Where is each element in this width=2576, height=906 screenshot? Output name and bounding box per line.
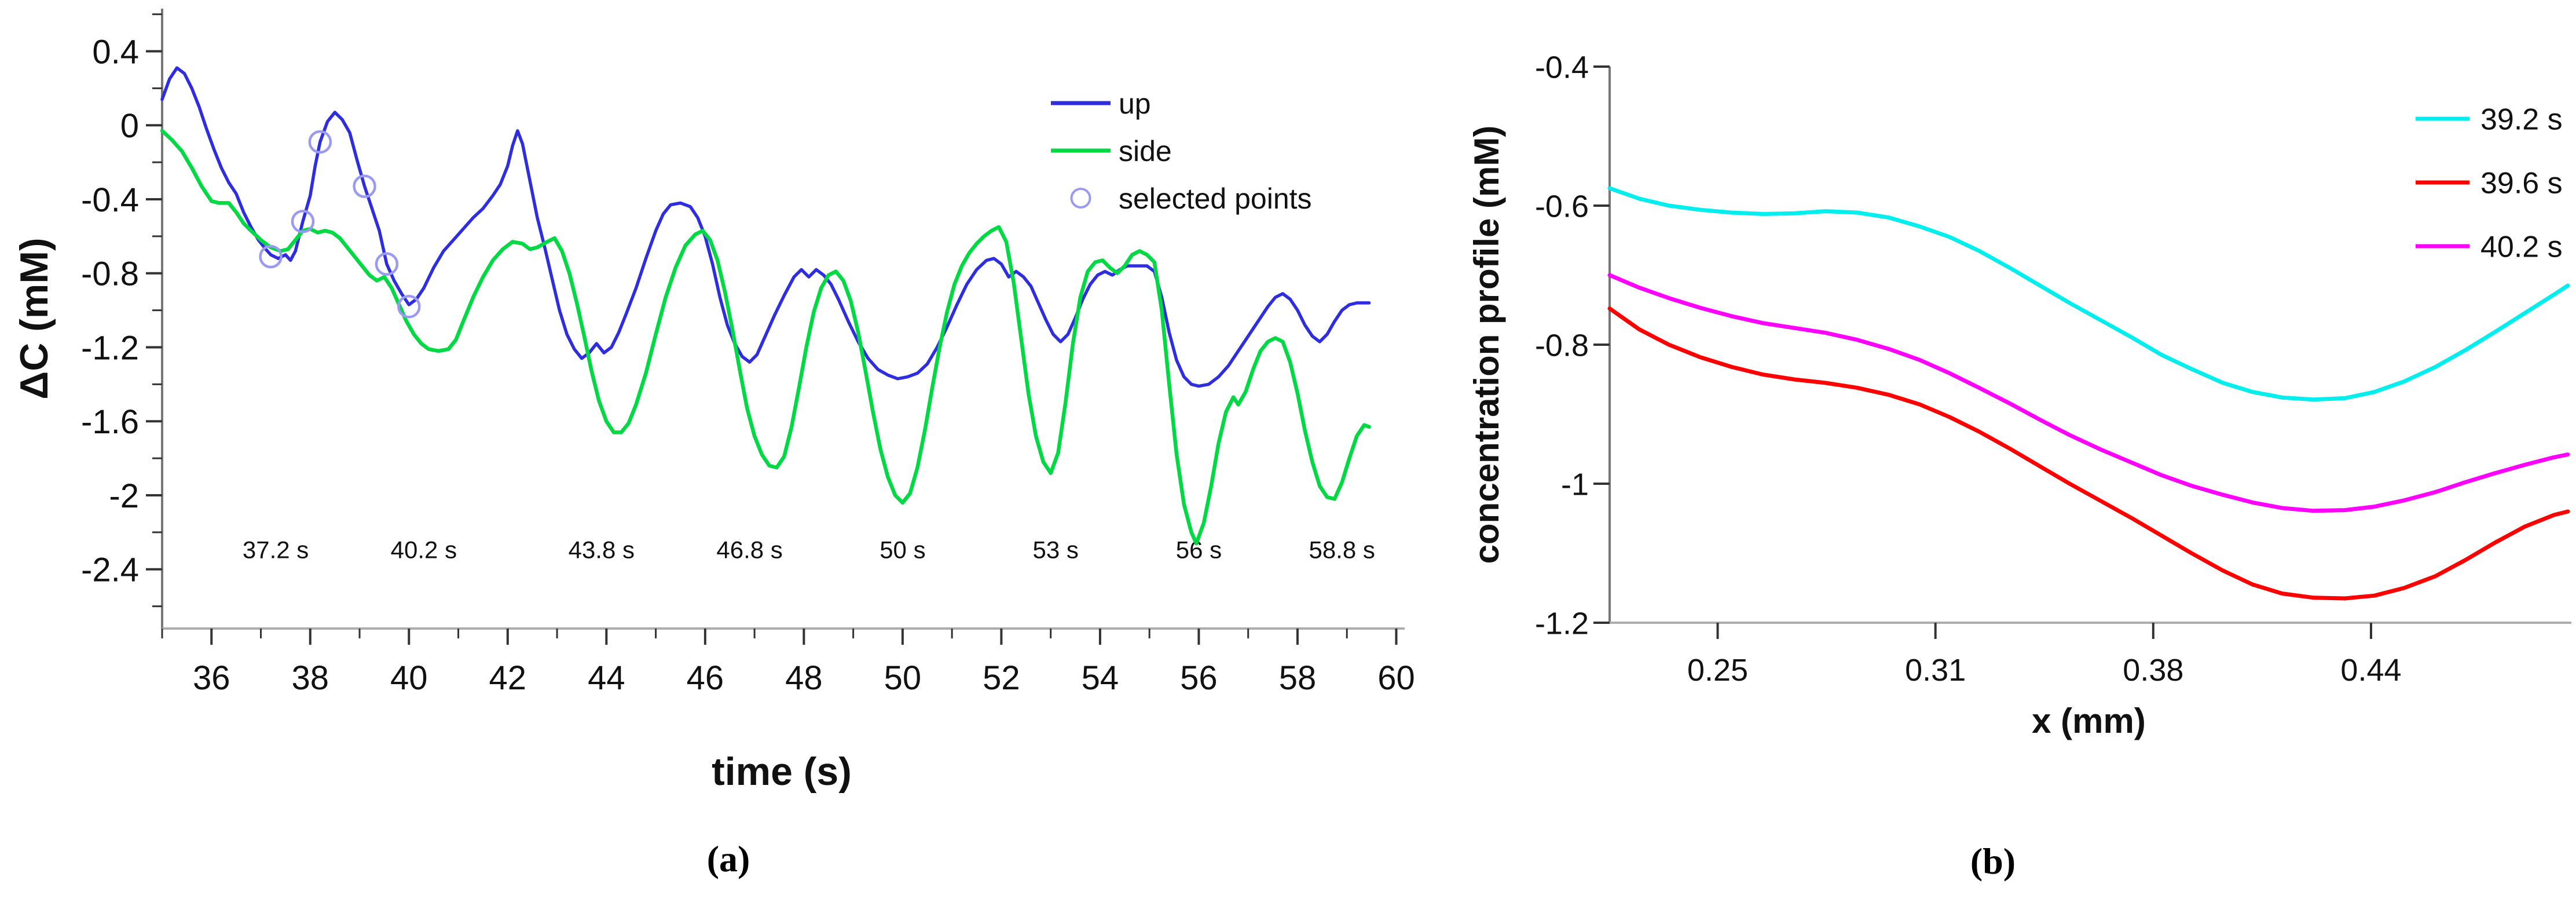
legend-circle-marker (1070, 188, 1091, 209)
x-tick-label: 0.44 (2340, 653, 2401, 688)
y-tick-label: -0.4 (1535, 50, 1589, 85)
x-tick-label: 50 (884, 659, 922, 697)
x-tick-label: 46 (687, 659, 724, 697)
x-tick-label: 40 (390, 659, 428, 697)
x-tick-label: 42 (489, 659, 527, 697)
x-tick-label: 48 (785, 659, 823, 697)
caption-panel-b: (b) (1970, 841, 2016, 882)
chart-panel-a: 36 38 40 42 44 46 48 50 52 54 56 58 60 0.4 0 -0.4 -0.8 -1… (12, 9, 1415, 794)
y-tick-label: 0 (120, 107, 139, 145)
x-tick-label: 0.31 (1905, 653, 1966, 688)
x-tick-label: 36 (193, 659, 230, 697)
annotation-label: 53 s (1032, 536, 1078, 564)
x-tick-label: 60 (1377, 659, 1415, 697)
annotation-label: 43.8 s (569, 536, 635, 564)
selected-point-marker (375, 252, 399, 276)
y-tick-label: 0.4 (92, 33, 139, 71)
y-tick-label: -1 (1561, 467, 1589, 502)
selected-point-marker (259, 244, 283, 269)
x-tick-label: 38 (292, 659, 329, 697)
y-axis-label: ΔC (mM) (12, 238, 56, 399)
series-line-up (160, 66, 1371, 388)
annotation-label: 37.2 s (243, 536, 309, 564)
x-axis-label: time (s) (712, 750, 852, 794)
y-tick-label: -0.8 (1535, 328, 1589, 363)
annotation-label: 58.8 s (1309, 536, 1375, 564)
x-tick-label: 54 (1082, 659, 1119, 697)
selected-point-marker (397, 294, 421, 319)
x-tick-label: 56 (1180, 659, 1218, 697)
selected-point-marker (291, 210, 315, 233)
y-tick-label: -2.4 (81, 551, 139, 589)
y-tick-label: -1.2 (1535, 606, 1589, 641)
series-line-40-2-s (1607, 273, 2570, 513)
x-tick-label: 44 (588, 659, 625, 697)
chart-panel-b: 0.25 0.31 0.38 0.44 -0.4 -0.6 -0.8 -1 -1.2 x (mm)… (1467, 50, 2571, 740)
y-tick-label: -0.6 (1535, 189, 1589, 224)
legend-label: selected points (1119, 182, 1312, 215)
annotation-label: 40.2 s (391, 536, 457, 564)
caption-panel-a: (a) (706, 838, 750, 879)
series-line-side (160, 129, 1371, 546)
y-axis-label: concentration profile (mM) (1467, 126, 1506, 564)
legend-label: up (1119, 87, 1151, 120)
x-axis-label: x (mm) (2032, 702, 2146, 740)
annotation-label: 46.8 s (716, 536, 782, 564)
series-line-39-2-s (1607, 186, 2570, 402)
x-tick-label: 52 (983, 659, 1020, 697)
x-tick-label: 58 (1279, 659, 1317, 697)
legend-label: side (1119, 135, 1172, 167)
series-line-39-6-s (1607, 306, 2570, 601)
legend-label: 40.2 s (2480, 231, 2563, 264)
selected-point-marker (308, 130, 332, 154)
legend-label: 39.2 s (2480, 103, 2563, 137)
x-tick-label: 0.25 (1687, 653, 1748, 688)
annotation-label: 50 s (880, 536, 925, 564)
y-tick-label: -1.2 (81, 329, 139, 367)
y-tick-label: -2 (109, 477, 139, 515)
legend-label: 39.6 s (2480, 167, 2563, 200)
y-tick-label: -0.4 (81, 181, 139, 219)
y-tick-label: -1.6 (81, 403, 139, 441)
selected-point-marker (353, 174, 376, 198)
x-tick-label: 0.38 (2123, 653, 2183, 688)
y-tick-label: -0.8 (81, 255, 139, 293)
